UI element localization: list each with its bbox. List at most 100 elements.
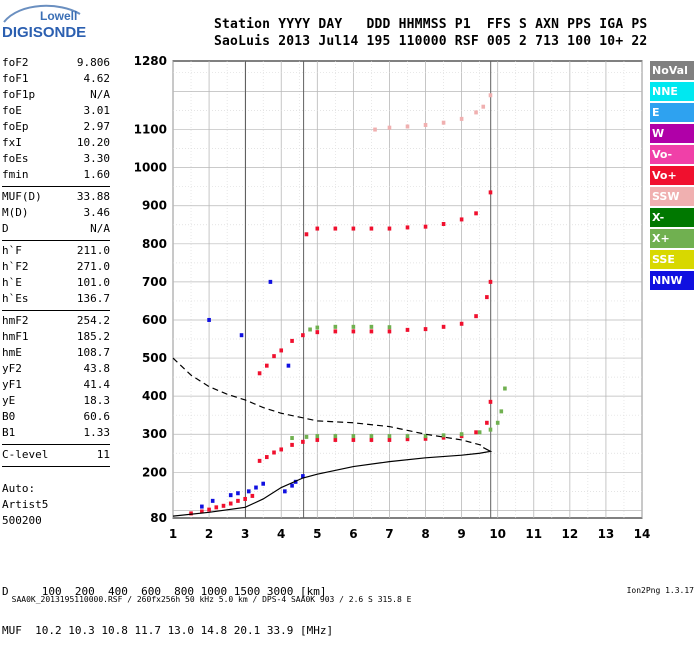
x-tick-label: 12 bbox=[561, 527, 578, 541]
electron-density-profile-line bbox=[172, 447, 493, 517]
param-row: foEp 2.97 bbox=[2, 120, 110, 136]
param-value: 271.0 bbox=[76, 260, 110, 273]
legend-item: SSW bbox=[650, 187, 694, 206]
legend-item: NNE bbox=[650, 82, 694, 101]
y-tick-label: 1100 bbox=[134, 123, 167, 137]
y-tick-label: 900 bbox=[142, 199, 167, 213]
x-tick-label: 1 bbox=[169, 527, 177, 541]
echo-point bbox=[286, 363, 291, 368]
echo-point bbox=[261, 481, 265, 486]
digisonde-logo: Lowell DIGISONDE bbox=[2, 4, 86, 40]
param-value: 185.2 bbox=[76, 330, 110, 343]
echo-point bbox=[250, 493, 255, 498]
echo-point bbox=[477, 430, 482, 435]
echo-point bbox=[405, 124, 410, 129]
param-value: 108.7 bbox=[76, 346, 110, 359]
ionogram-chart: 1 2 3 4 5 6 7 8 9 10 11 12 13 14802003004005006007008… bbox=[134, 54, 651, 541]
echo-point bbox=[333, 324, 338, 329]
echo-point bbox=[246, 489, 251, 494]
param-name: MUF(D) bbox=[2, 190, 42, 203]
echo-point bbox=[257, 458, 262, 463]
echo-point bbox=[405, 327, 410, 332]
param-value: 3.01 bbox=[83, 104, 111, 117]
echo-point bbox=[315, 434, 320, 439]
echo-point bbox=[290, 483, 294, 488]
echo-point bbox=[488, 93, 493, 98]
y-tick-label: 300 bbox=[142, 427, 167, 441]
param-name: h`E bbox=[2, 276, 22, 289]
param-name: foF2 bbox=[2, 56, 29, 69]
echo-point bbox=[200, 509, 204, 514]
param-row: hmF2 254.2 bbox=[2, 314, 110, 330]
param-name: fmin bbox=[2, 168, 29, 181]
legend-item: W bbox=[650, 124, 694, 143]
legend-item: NoVal bbox=[650, 61, 694, 80]
param-separator bbox=[2, 240, 110, 241]
legend-item: X+ bbox=[650, 229, 694, 248]
echo-point bbox=[387, 125, 392, 130]
echo-point bbox=[272, 450, 276, 455]
echo-point bbox=[488, 190, 493, 195]
echo-point bbox=[207, 317, 211, 322]
echo-point bbox=[405, 225, 410, 230]
y-tick-label: 700 bbox=[142, 275, 167, 289]
echo-point bbox=[459, 116, 464, 121]
param-name: foF1 bbox=[2, 72, 29, 85]
echo-point bbox=[279, 447, 284, 452]
echo-point bbox=[351, 329, 356, 334]
echo-point bbox=[236, 498, 240, 503]
echo-point bbox=[221, 503, 226, 508]
param-name: M(D) bbox=[2, 206, 29, 219]
y-tick-label: 200 bbox=[142, 465, 167, 479]
param-name: foF1p bbox=[2, 88, 36, 101]
param-value: 101.0 bbox=[76, 276, 110, 289]
echo-point bbox=[488, 427, 493, 432]
param-row: yE 18.3 bbox=[2, 394, 110, 410]
echo-point bbox=[474, 314, 478, 319]
echo-point bbox=[333, 226, 338, 231]
legend-item: Vo+ bbox=[650, 166, 694, 185]
x-tick-label: 5 bbox=[313, 527, 321, 541]
echo-point bbox=[304, 232, 309, 237]
param-row: foF1p N/A bbox=[2, 88, 110, 104]
param-row: B1 1.33 bbox=[2, 426, 110, 442]
echo-point bbox=[301, 474, 305, 479]
param-name: foEs bbox=[2, 152, 29, 165]
echo-point bbox=[304, 434, 309, 439]
param-row: h`Es 136.7 bbox=[2, 292, 110, 308]
x-tick-label: 9 bbox=[457, 527, 465, 541]
param-separator bbox=[2, 444, 110, 445]
param-value: 10.20 bbox=[76, 136, 110, 149]
echo-point bbox=[485, 295, 489, 300]
echo-point bbox=[441, 221, 446, 226]
x-tick-label: 4 bbox=[277, 527, 285, 541]
echo-point bbox=[369, 434, 374, 439]
param-separator bbox=[2, 310, 110, 311]
echo-point bbox=[369, 226, 374, 231]
echo-point bbox=[387, 329, 392, 334]
param-value: 1.33 bbox=[83, 426, 111, 439]
echo-point bbox=[351, 324, 356, 329]
echo-point bbox=[387, 434, 392, 439]
param-value: 254.2 bbox=[76, 314, 110, 327]
param-row: h`F2 271.0 bbox=[2, 260, 110, 276]
echo-point bbox=[474, 430, 478, 435]
param-row: foEs 3.30 bbox=[2, 152, 110, 168]
echo-point bbox=[459, 217, 464, 222]
auto-program: Artist5 bbox=[2, 498, 49, 511]
echo-point bbox=[189, 511, 193, 516]
logo-line1: Lowell bbox=[40, 9, 77, 23]
param-row: fxI 10.20 bbox=[2, 136, 110, 152]
echo-point bbox=[351, 226, 356, 231]
param-name: fxI bbox=[2, 136, 22, 149]
echo-point bbox=[369, 437, 374, 442]
param-name: h`F bbox=[2, 244, 22, 257]
echo-point bbox=[423, 122, 428, 127]
echo-point bbox=[265, 455, 269, 460]
param-value: 1.60 bbox=[83, 168, 111, 181]
echo-point bbox=[503, 386, 507, 391]
echo-point bbox=[488, 399, 493, 404]
param-value: 136.7 bbox=[76, 292, 110, 305]
x-tick-label: 11 bbox=[525, 527, 542, 541]
echo-point bbox=[441, 324, 446, 329]
